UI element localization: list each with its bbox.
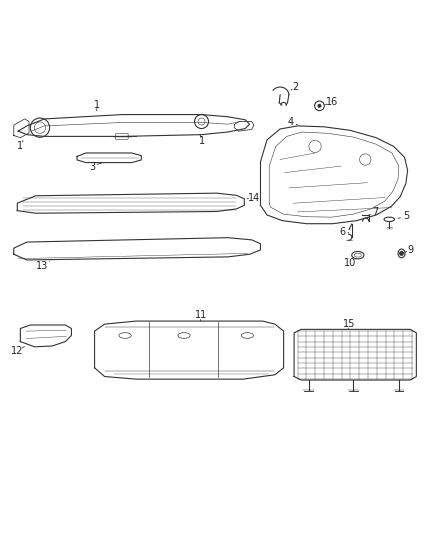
Text: 16: 16 [325,98,338,107]
Circle shape [400,252,403,255]
Text: 4: 4 [288,117,294,126]
Text: 14: 14 [248,192,260,203]
Text: 15: 15 [343,319,355,329]
Text: 2: 2 [292,82,299,92]
Text: 13: 13 [36,261,48,271]
Text: 1: 1 [17,141,23,151]
Text: 7: 7 [372,207,378,217]
Circle shape [318,104,321,107]
Text: 9: 9 [407,245,413,255]
Text: 3: 3 [89,162,95,172]
Text: 1: 1 [198,136,205,146]
Text: 5: 5 [403,211,409,221]
Text: 11: 11 [195,310,208,320]
Text: 12: 12 [11,346,24,356]
Text: 10: 10 [344,258,356,268]
Text: 6: 6 [339,228,345,237]
Text: 1: 1 [94,100,100,110]
